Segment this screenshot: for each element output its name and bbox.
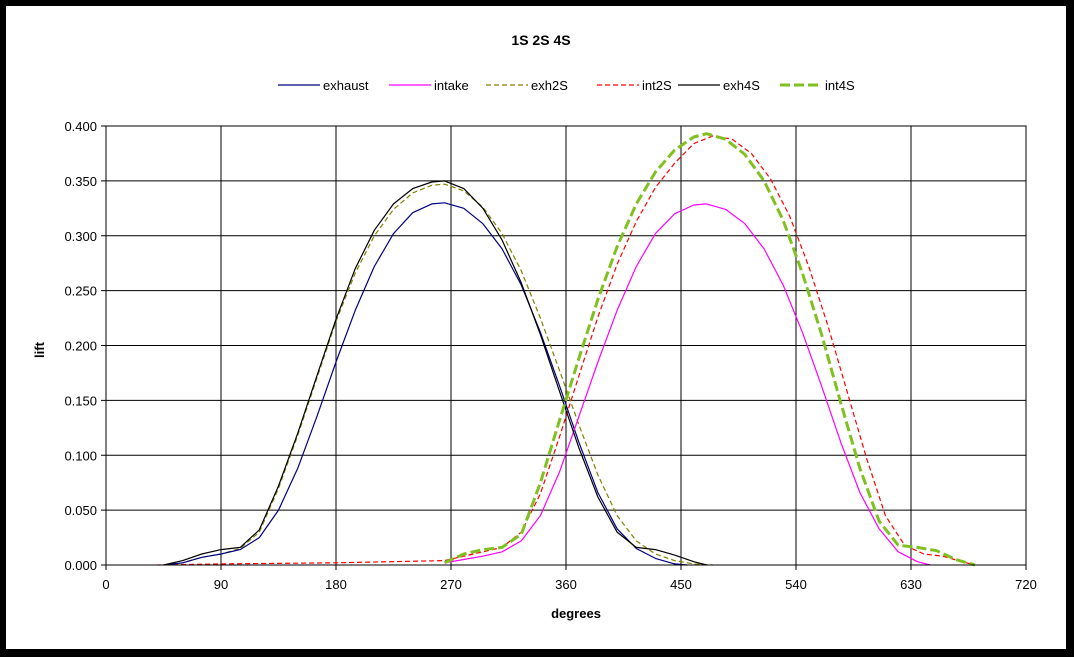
series-line-exh2s (163, 183, 713, 566)
y-tick-label: 0.250 (64, 284, 97, 299)
legend-label-exh4s: exh4S (723, 78, 760, 93)
y-tick-label: 0.300 (64, 229, 97, 244)
series-line-exh4s (163, 180, 707, 566)
y-axis-label: lift (32, 341, 47, 358)
x-tick-label: 360 (555, 577, 577, 592)
y-tick-label: 0.200 (64, 339, 97, 354)
legend-label-intake: intake (434, 78, 469, 93)
y-axis-ticks: 0.000 0.050 0.100 0.150 0.200 0.250 0.300 0.350… (64, 119, 106, 573)
legend-label-exh2s: exh2S (531, 78, 568, 93)
series-line-exhaust (163, 202, 688, 566)
x-tick-label: 540 (785, 577, 807, 592)
y-tick-label: 0.150 (64, 393, 97, 408)
series-layer (157, 132, 976, 567)
x-tick-label: 90 (214, 577, 228, 592)
chart-title: 1S 2S 4S (511, 32, 570, 48)
y-tick-label: 0.400 (64, 119, 97, 134)
lift-chart: 1S 2S 4S exhaust intake exh2S int2S exh4S int… (32, 32, 1037, 621)
x-tick-label: 720 (1015, 577, 1037, 592)
x-axis-ticks: 0 90 180 270 360 450 540 630 720 (102, 565, 1037, 592)
x-tick-label: 270 (440, 577, 462, 592)
x-tick-label: 630 (900, 577, 922, 592)
x-axis-label: degrees (551, 606, 601, 621)
y-tick-label: 0.350 (64, 174, 97, 189)
series-line-int2s (157, 135, 976, 566)
series-line-intake (444, 203, 931, 566)
y-tick-label: 0.050 (64, 503, 97, 518)
legend: exhaust intake exh2S int2S exh4S int4S (278, 78, 855, 93)
legend-label-exhaust: exhaust (323, 78, 369, 93)
x-tick-label: 0 (102, 577, 109, 592)
legend-label-int4s: int4S (825, 78, 855, 93)
chart-frame: 1S 2S 4S exhaust intake exh2S int2S exh4S int… (6, 6, 1066, 649)
legend-label-int2s: int2S (642, 78, 672, 93)
series-line-int4s (443, 132, 976, 567)
y-tick-label: 0.000 (64, 558, 97, 573)
x-tick-label: 450 (670, 577, 692, 592)
x-tick-label: 180 (325, 577, 347, 592)
grid (106, 126, 1026, 565)
y-tick-label: 0.100 (64, 448, 97, 463)
